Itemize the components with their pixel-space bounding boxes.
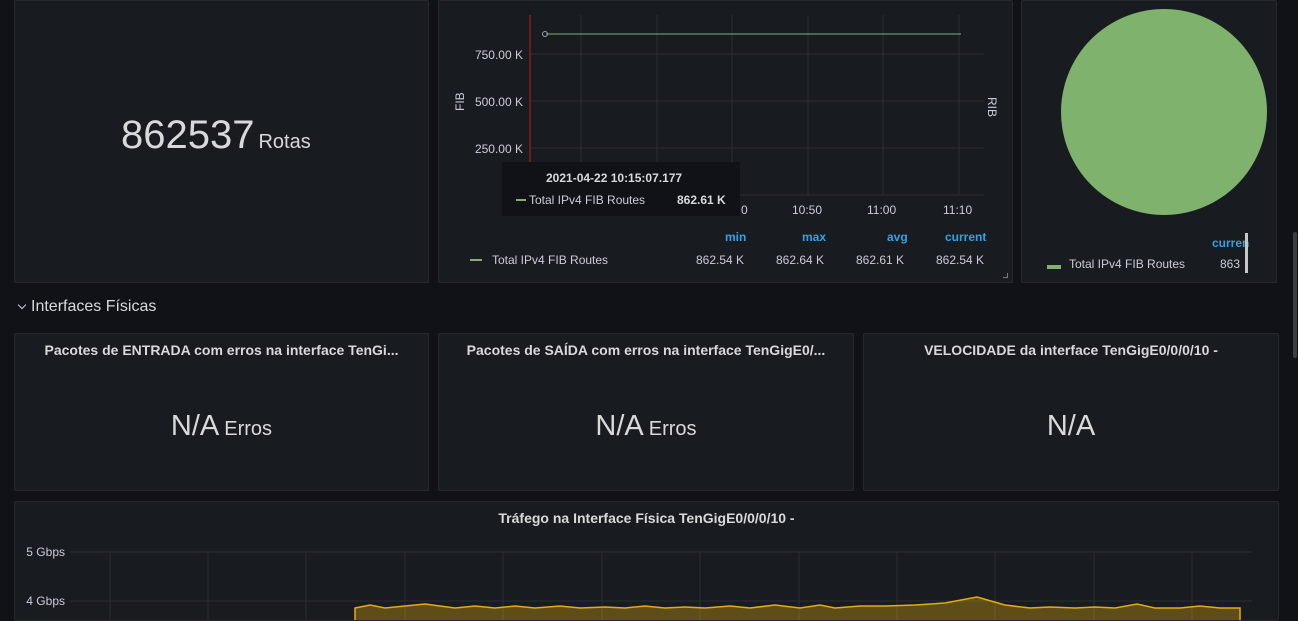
y-tick: 4 Gbps <box>26 594 65 608</box>
speed-panel[interactable]: VELOCIDADE da interface TenGigE0/0/0/10 … <box>863 333 1279 491</box>
legend-header-current[interactable]: current <box>945 230 987 244</box>
page-scrollbar[interactable] <box>1293 232 1297 358</box>
legend-value-current: 862.54 K <box>936 253 985 267</box>
stat-number: N/A <box>595 410 644 442</box>
routes-stat-value: 862537 Rotas <box>121 113 311 158</box>
resize-handle-icon[interactable] <box>1003 273 1008 278</box>
panel-title[interactable]: Pacotes de SAÍDA com erros na interface … <box>466 342 826 358</box>
stat-value: N/A <box>864 410 1278 443</box>
row-title: Interfaces Físicas <box>31 298 157 315</box>
pie-legend-header-current[interactable]: curren <box>1212 236 1250 250</box>
traffic-plot-area[interactable] <box>15 502 1279 621</box>
legend-series-name[interactable]: Total IPv4 FIB Routes <box>492 253 609 267</box>
stat-value: N/A Erros <box>439 410 853 443</box>
pie-legend-series-name[interactable]: Total IPv4 FIB Routes <box>1069 257 1186 271</box>
legend-header-avg[interactable]: avg <box>887 230 908 244</box>
errors-in-panel[interactable]: Pacotes de ENTRADA com erros na interfac… <box>14 333 429 491</box>
panel-title[interactable]: Pacotes de ENTRADA com erros na interfac… <box>44 342 399 358</box>
y-tick: 750.00 K <box>474 48 523 62</box>
y-tick: 500.00 K <box>474 95 523 109</box>
pie-chart[interactable] <box>1022 1 1277 231</box>
legend-value-avg: 862.61 K <box>856 253 905 267</box>
x-tick: 0 <box>741 203 748 217</box>
legend-series-swatch[interactable] <box>470 259 482 261</box>
routes-count: 862537 <box>121 113 255 157</box>
stat-value: N/A Erros <box>15 410 428 443</box>
legend-header-max[interactable]: max <box>802 230 827 244</box>
hover-point <box>542 31 548 37</box>
stat-unit: Erros <box>648 418 697 440</box>
tooltip-time: 2021-04-22 10:15:07.177 <box>546 171 683 185</box>
x-tick: 11:10 <box>943 203 973 217</box>
legend-value-min: 862.54 K <box>696 253 745 267</box>
routes-stat-panel[interactable]: 862537 Rotas <box>14 0 429 283</box>
legend-value-max: 862.64 K <box>776 253 825 267</box>
stat-unit: Erros <box>224 418 273 440</box>
tooltip-series: Total IPv4 FIB Routes <box>529 193 646 207</box>
tooltip-value: 862.61 K <box>677 193 726 207</box>
traffic-panel[interactable]: Tráfego na Interface Física TenGigE0/0/0… <box>14 501 1279 621</box>
fib-graph-panel[interactable]: FIB RIB 750.00 K 500.00 K 250.00 K 0 10:… <box>438 0 1013 283</box>
errors-out-panel[interactable]: Pacotes de SAÍDA com erros na interface … <box>438 333 854 491</box>
pie-legend-swatch[interactable] <box>1047 265 1061 269</box>
pie-legend-scrollbar[interactable] <box>1245 233 1248 273</box>
fib-plot-area[interactable] <box>439 1 1013 201</box>
x-tick: 11:00 <box>867 203 897 217</box>
panel-title[interactable]: VELOCIDADE da interface TenGigE0/0/0/10 … <box>924 342 1218 358</box>
x-tick: 10:50 <box>792 203 823 217</box>
routes-unit: Rotas <box>258 131 311 153</box>
graph-tooltip: 2021-04-22 10:15:07.177 Total IPv4 FIB R… <box>502 162 740 216</box>
y-tick: 5 Gbps <box>26 545 65 559</box>
tooltip-swatch <box>516 199 526 201</box>
pie-panel[interactable]: curren Total IPv4 FIB Routes 863 <box>1021 0 1277 283</box>
chevron-down-icon[interactable] <box>17 300 27 310</box>
grid <box>529 15 984 196</box>
legend-header-min[interactable]: min <box>725 230 747 244</box>
pie-legend-value: 863 <box>1220 257 1241 271</box>
stat-number: N/A <box>1046 410 1096 442</box>
stat-number: N/A <box>170 410 220 442</box>
y-tick: 250.00 K <box>474 142 523 156</box>
row-interfaces-fisicas[interactable]: Interfaces Físicas <box>16 298 156 316</box>
pie-slice[interactable] <box>1061 9 1267 215</box>
